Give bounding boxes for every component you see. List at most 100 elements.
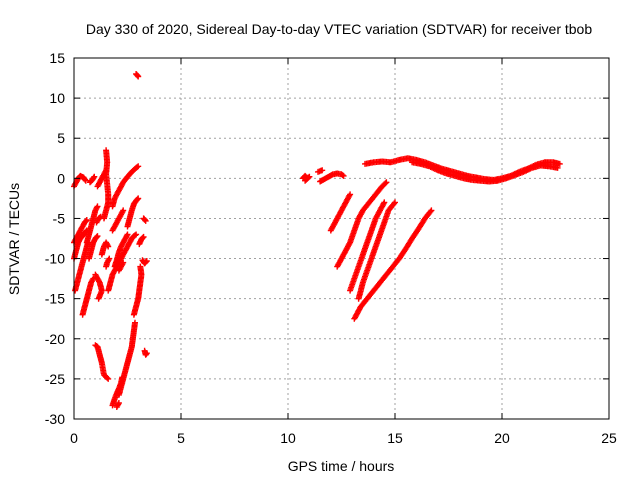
data-series-arc-29 <box>141 347 150 358</box>
data-point <box>119 374 126 381</box>
data-point <box>142 217 149 224</box>
data-point <box>103 147 110 154</box>
data-point <box>91 173 98 180</box>
y-tick-label: -5 <box>53 210 66 226</box>
data-point <box>382 180 389 187</box>
data-point <box>339 172 346 179</box>
data-point <box>132 319 138 326</box>
plot-frame <box>73 57 610 420</box>
data-point <box>319 167 326 174</box>
x-tick-label: 20 <box>494 430 510 446</box>
y-tick-label: -15 <box>45 291 65 307</box>
y-tick-label: 0 <box>57 170 65 186</box>
data-point <box>428 207 435 214</box>
data-marks <box>71 71 563 410</box>
data-series-arc-20 <box>124 195 142 230</box>
data-point <box>143 350 150 357</box>
data-point <box>137 263 144 270</box>
data-point <box>120 207 127 214</box>
data-point <box>383 179 390 186</box>
data-series-arc-27 <box>140 215 149 224</box>
data-point <box>139 234 146 241</box>
data-point <box>340 172 347 179</box>
data-series-arc-36 <box>347 199 388 294</box>
data-series-arc-13 <box>98 239 112 258</box>
data-point <box>347 191 354 198</box>
y-tick-label: -30 <box>45 411 65 427</box>
data-series-arc-31 <box>300 172 313 184</box>
data-series-arc-02 <box>72 239 91 294</box>
data-series-arc-19 <box>115 259 127 274</box>
data-point <box>140 233 147 240</box>
data-series-arc-08 <box>87 173 98 186</box>
data-point <box>120 259 127 266</box>
data-point <box>554 164 561 171</box>
data-point <box>95 295 102 302</box>
data-point <box>106 255 113 262</box>
data-series-arc-17 <box>109 163 142 210</box>
y-tick-label: -25 <box>45 371 65 387</box>
data-point <box>83 217 90 223</box>
y-tick-label: 10 <box>49 90 65 106</box>
data-series-arc-12 <box>101 147 112 222</box>
data-point <box>83 217 90 224</box>
data-point <box>94 203 101 210</box>
x-tick-label: 0 <box>70 430 78 446</box>
data-point <box>381 199 388 206</box>
data-series-arc-22 <box>109 374 126 409</box>
data-point <box>134 164 141 171</box>
data-series-arc-33 <box>315 167 326 175</box>
data-point <box>82 176 89 183</box>
data-point <box>303 176 310 183</box>
y-tick-label: -20 <box>45 331 65 347</box>
data-point <box>392 199 398 206</box>
data-series-arc-04 <box>71 172 89 190</box>
data-point <box>135 195 142 202</box>
data-series-arc-35 <box>334 179 390 270</box>
x-axis: 0 5 10 15 20 25 <box>70 58 617 446</box>
data-series-arc-23 <box>113 400 122 410</box>
x-axis-label: GPS time / hours <box>288 458 395 474</box>
data-point <box>302 177 309 184</box>
data-series-arc-16 <box>109 207 127 234</box>
data-point <box>135 163 142 170</box>
x-tick-label: 10 <box>280 430 296 446</box>
data-series-arc-24 <box>130 263 145 318</box>
data-point <box>82 177 89 184</box>
data-series-arc-26 <box>136 233 147 248</box>
data-series-arc-10 <box>93 213 104 226</box>
chart-title: Day 330 of 2020, Sidereal Day-to-day VTE… <box>86 21 593 37</box>
data-series-arc-34 <box>327 191 354 234</box>
data-point <box>133 231 140 238</box>
data-point <box>143 258 149 265</box>
data-point <box>94 233 101 240</box>
data-series-arc-09 <box>92 271 105 302</box>
y-tick-label: 5 <box>57 130 65 146</box>
data-point <box>115 400 122 406</box>
data-series-arc-14 <box>103 255 113 270</box>
data-point <box>427 208 434 215</box>
data-series-arc-28 <box>133 71 142 80</box>
data-series-arc-37 <box>355 199 398 302</box>
data-point <box>90 174 97 181</box>
data-series-arc-07 <box>86 233 101 262</box>
data-point <box>105 243 112 250</box>
x-tick-label: 5 <box>177 430 185 446</box>
data-point <box>104 374 111 381</box>
data-point <box>132 232 138 239</box>
data-series-arc-18 <box>111 231 131 270</box>
x-tick-label: 15 <box>387 430 403 446</box>
data-point <box>124 231 131 238</box>
y-axis: -30 -25 -20 -15 -10 -5 0 5 10 15 <box>45 50 609 427</box>
data-point <box>556 160 563 167</box>
data-series-arc-32 <box>317 170 347 185</box>
y-tick-label: 15 <box>49 50 65 66</box>
data-series-arc-38 <box>351 207 435 322</box>
grid <box>74 58 609 419</box>
data-point <box>135 73 142 80</box>
y-tick-label: -10 <box>45 251 65 267</box>
x-tick-label: 25 <box>601 430 617 446</box>
data-point <box>391 200 398 207</box>
data-point <box>105 375 112 382</box>
